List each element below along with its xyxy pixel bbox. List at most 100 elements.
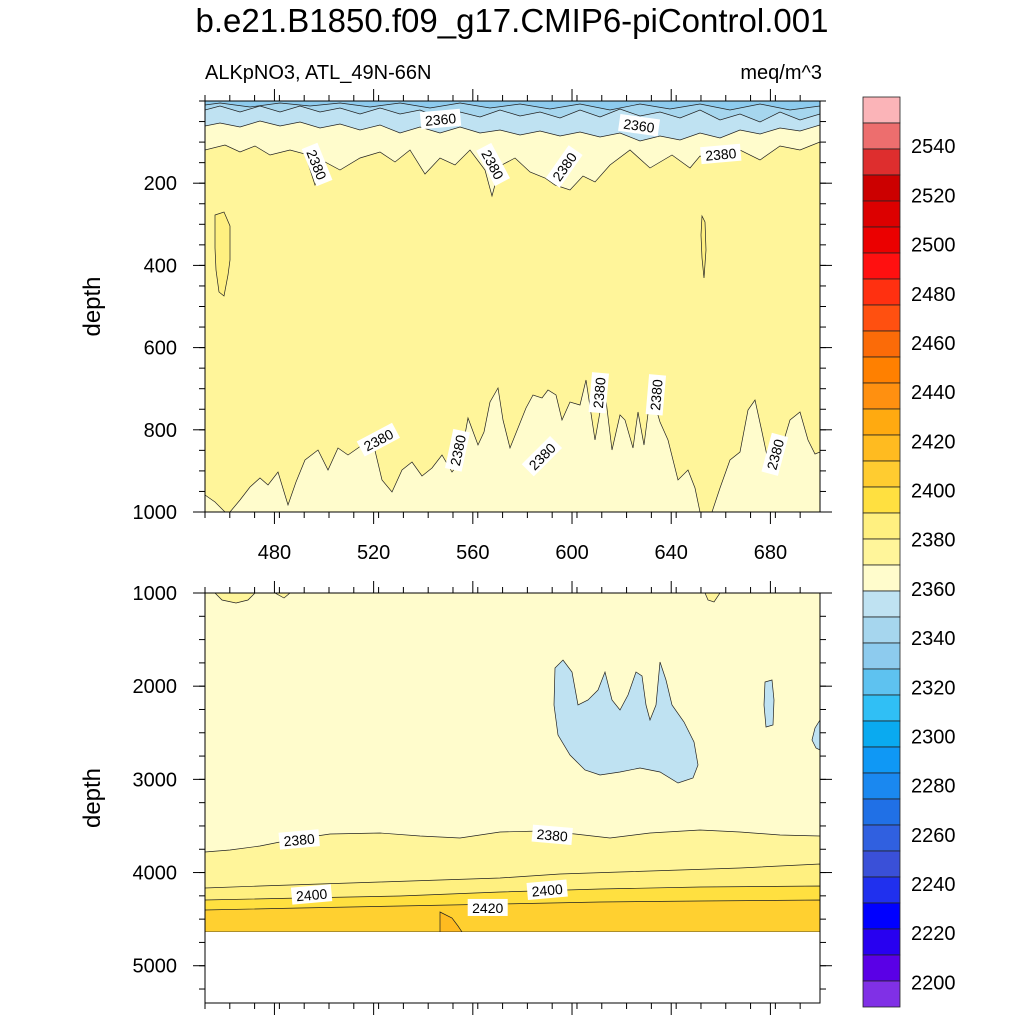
y-tick-label: 800 xyxy=(144,420,177,442)
contour-label: 2420 xyxy=(472,900,503,916)
contour-label: 2380 xyxy=(447,433,469,467)
colorbar-swatch xyxy=(862,226,901,254)
colorbar-label: 2200 xyxy=(911,972,956,994)
contour-label-bg xyxy=(476,142,510,187)
y-tick-label: 200 xyxy=(144,173,177,195)
contour-label-bg xyxy=(467,898,508,916)
y-tick-label: 3000 xyxy=(133,769,178,791)
contour-label: 2380 xyxy=(590,376,609,409)
contour-label-bg xyxy=(645,374,667,416)
colorbar-label: 2440 xyxy=(911,382,956,404)
colorbar-swatch xyxy=(862,616,901,644)
variable-subtitle: ALKpNO3, ATL_49N-66N xyxy=(205,62,432,84)
colorbar-swatch xyxy=(862,590,901,618)
contour-label-bg xyxy=(290,884,333,905)
x-tick-label: 480 xyxy=(258,542,291,564)
colorbar-swatch xyxy=(862,486,901,514)
contour-label: 2380 xyxy=(705,145,738,164)
contour-label-bg xyxy=(521,436,563,477)
colorbar-swatch xyxy=(862,122,901,150)
colorbar-swatch xyxy=(862,330,901,358)
colorbar-label: 2320 xyxy=(911,677,956,699)
contour-label: 2380 xyxy=(283,831,316,850)
contour-label-group: 2380 xyxy=(521,436,563,477)
y-tick-label: 1000 xyxy=(133,502,178,524)
colorbar-label: 2400 xyxy=(911,481,956,503)
colorbar-swatch xyxy=(862,824,901,852)
contour-label-group: 2380 xyxy=(531,824,573,845)
colorbar-label: 2520 xyxy=(911,185,956,207)
contour-label-group: 2380 xyxy=(444,428,470,472)
colorbar-label: 2280 xyxy=(911,776,956,798)
colorbar-swatch xyxy=(862,96,901,124)
x-tick-label: 520 xyxy=(357,542,390,564)
contour-label-bg xyxy=(545,145,583,188)
chart-title: b.e21.B1850.f09_g17.CMIP6-piControl.001 xyxy=(195,2,829,39)
fill-2360-2370-patch xyxy=(553,659,699,784)
colorbar-swatch xyxy=(862,356,901,384)
colorbar-swatch xyxy=(862,538,901,566)
colorbar-swatch xyxy=(862,200,901,228)
contour-label: 2400 xyxy=(531,881,564,900)
fill-2360-2370-edge xyxy=(811,719,820,751)
y-tick-label: 2000 xyxy=(133,676,178,698)
units-subtitle: meq/m^3 xyxy=(740,62,822,84)
fill-2420-2430-lower xyxy=(439,911,463,932)
colorbar-swatch xyxy=(862,928,901,956)
colorbar-swatch xyxy=(862,408,901,436)
colorbar-swatch xyxy=(862,434,901,462)
fill-2340-2350 xyxy=(205,101,820,111)
colorbar-label: 2380 xyxy=(911,530,956,552)
contour-label-group: 2380 xyxy=(700,143,742,165)
colorbar-label: 2260 xyxy=(911,825,956,847)
colorbar-swatch xyxy=(862,980,901,1008)
fill-2380-top-c xyxy=(704,593,721,603)
x-tick-label: 560 xyxy=(456,542,489,564)
colorbar-swatch xyxy=(862,668,901,696)
colorbar-swatch xyxy=(862,902,901,930)
colorbar-swatch xyxy=(862,876,901,904)
contour-label: 2360 xyxy=(424,110,457,129)
colorbar-label: 2420 xyxy=(911,431,956,453)
colorbar-swatch xyxy=(862,798,901,826)
contour-label-group: 2360 xyxy=(618,113,661,137)
fill-2390-2400-right xyxy=(700,214,707,279)
lower-frame xyxy=(204,592,821,1004)
contour-label-bg xyxy=(419,108,462,130)
colorbar-label: 2300 xyxy=(911,726,956,748)
fill-2380-top-b xyxy=(274,593,291,599)
contour-label: 2380 xyxy=(536,826,569,845)
fill-2390-2400-left xyxy=(214,211,231,297)
colorbar-label: 2480 xyxy=(911,284,956,306)
upper-y-axis-label: depth xyxy=(79,276,106,336)
colorbar-swatch xyxy=(862,850,901,878)
colorbar-swatch xyxy=(862,174,901,202)
contour-label-group: 2400 xyxy=(526,879,568,900)
contour-label-bg xyxy=(444,428,470,472)
colorbar-swatch xyxy=(862,720,901,748)
fill-2410-2420-lower xyxy=(205,899,820,932)
contour-label-bg xyxy=(618,113,661,137)
colorbar-swatch xyxy=(862,304,901,332)
contour-label: 2380 xyxy=(647,378,666,411)
contour-label-bg xyxy=(301,142,333,187)
contour-label: 2360 xyxy=(622,116,655,136)
colorbar-label: 2240 xyxy=(911,874,956,896)
colorbar-swatch xyxy=(862,460,901,488)
lower-panel: 2380 2380 2400 2400 2420 1000 2000 3000 4000 5000… xyxy=(79,581,832,1015)
colorbar-swatch xyxy=(862,382,901,410)
contour-label-group: 2380 xyxy=(645,374,667,416)
contour-label-bg xyxy=(700,143,742,165)
colorbar-label: 2500 xyxy=(911,235,956,257)
y-tick-label: 5000 xyxy=(133,956,178,978)
colorbar-swatch xyxy=(862,148,901,176)
contour-label: 2380 xyxy=(764,437,788,471)
y-tick-label: 1000 xyxy=(133,583,178,605)
x-tick-label: 680 xyxy=(754,542,787,564)
colorbar-swatch xyxy=(862,512,901,540)
contour-label-group: 2380 xyxy=(278,829,320,850)
colorbar: 2540 2520 2500 2480 2460 2440 2420 2400 2380 2360… xyxy=(862,96,956,1008)
contour-label-group: 2360 xyxy=(419,108,462,130)
y-tick-label: 600 xyxy=(144,338,177,360)
